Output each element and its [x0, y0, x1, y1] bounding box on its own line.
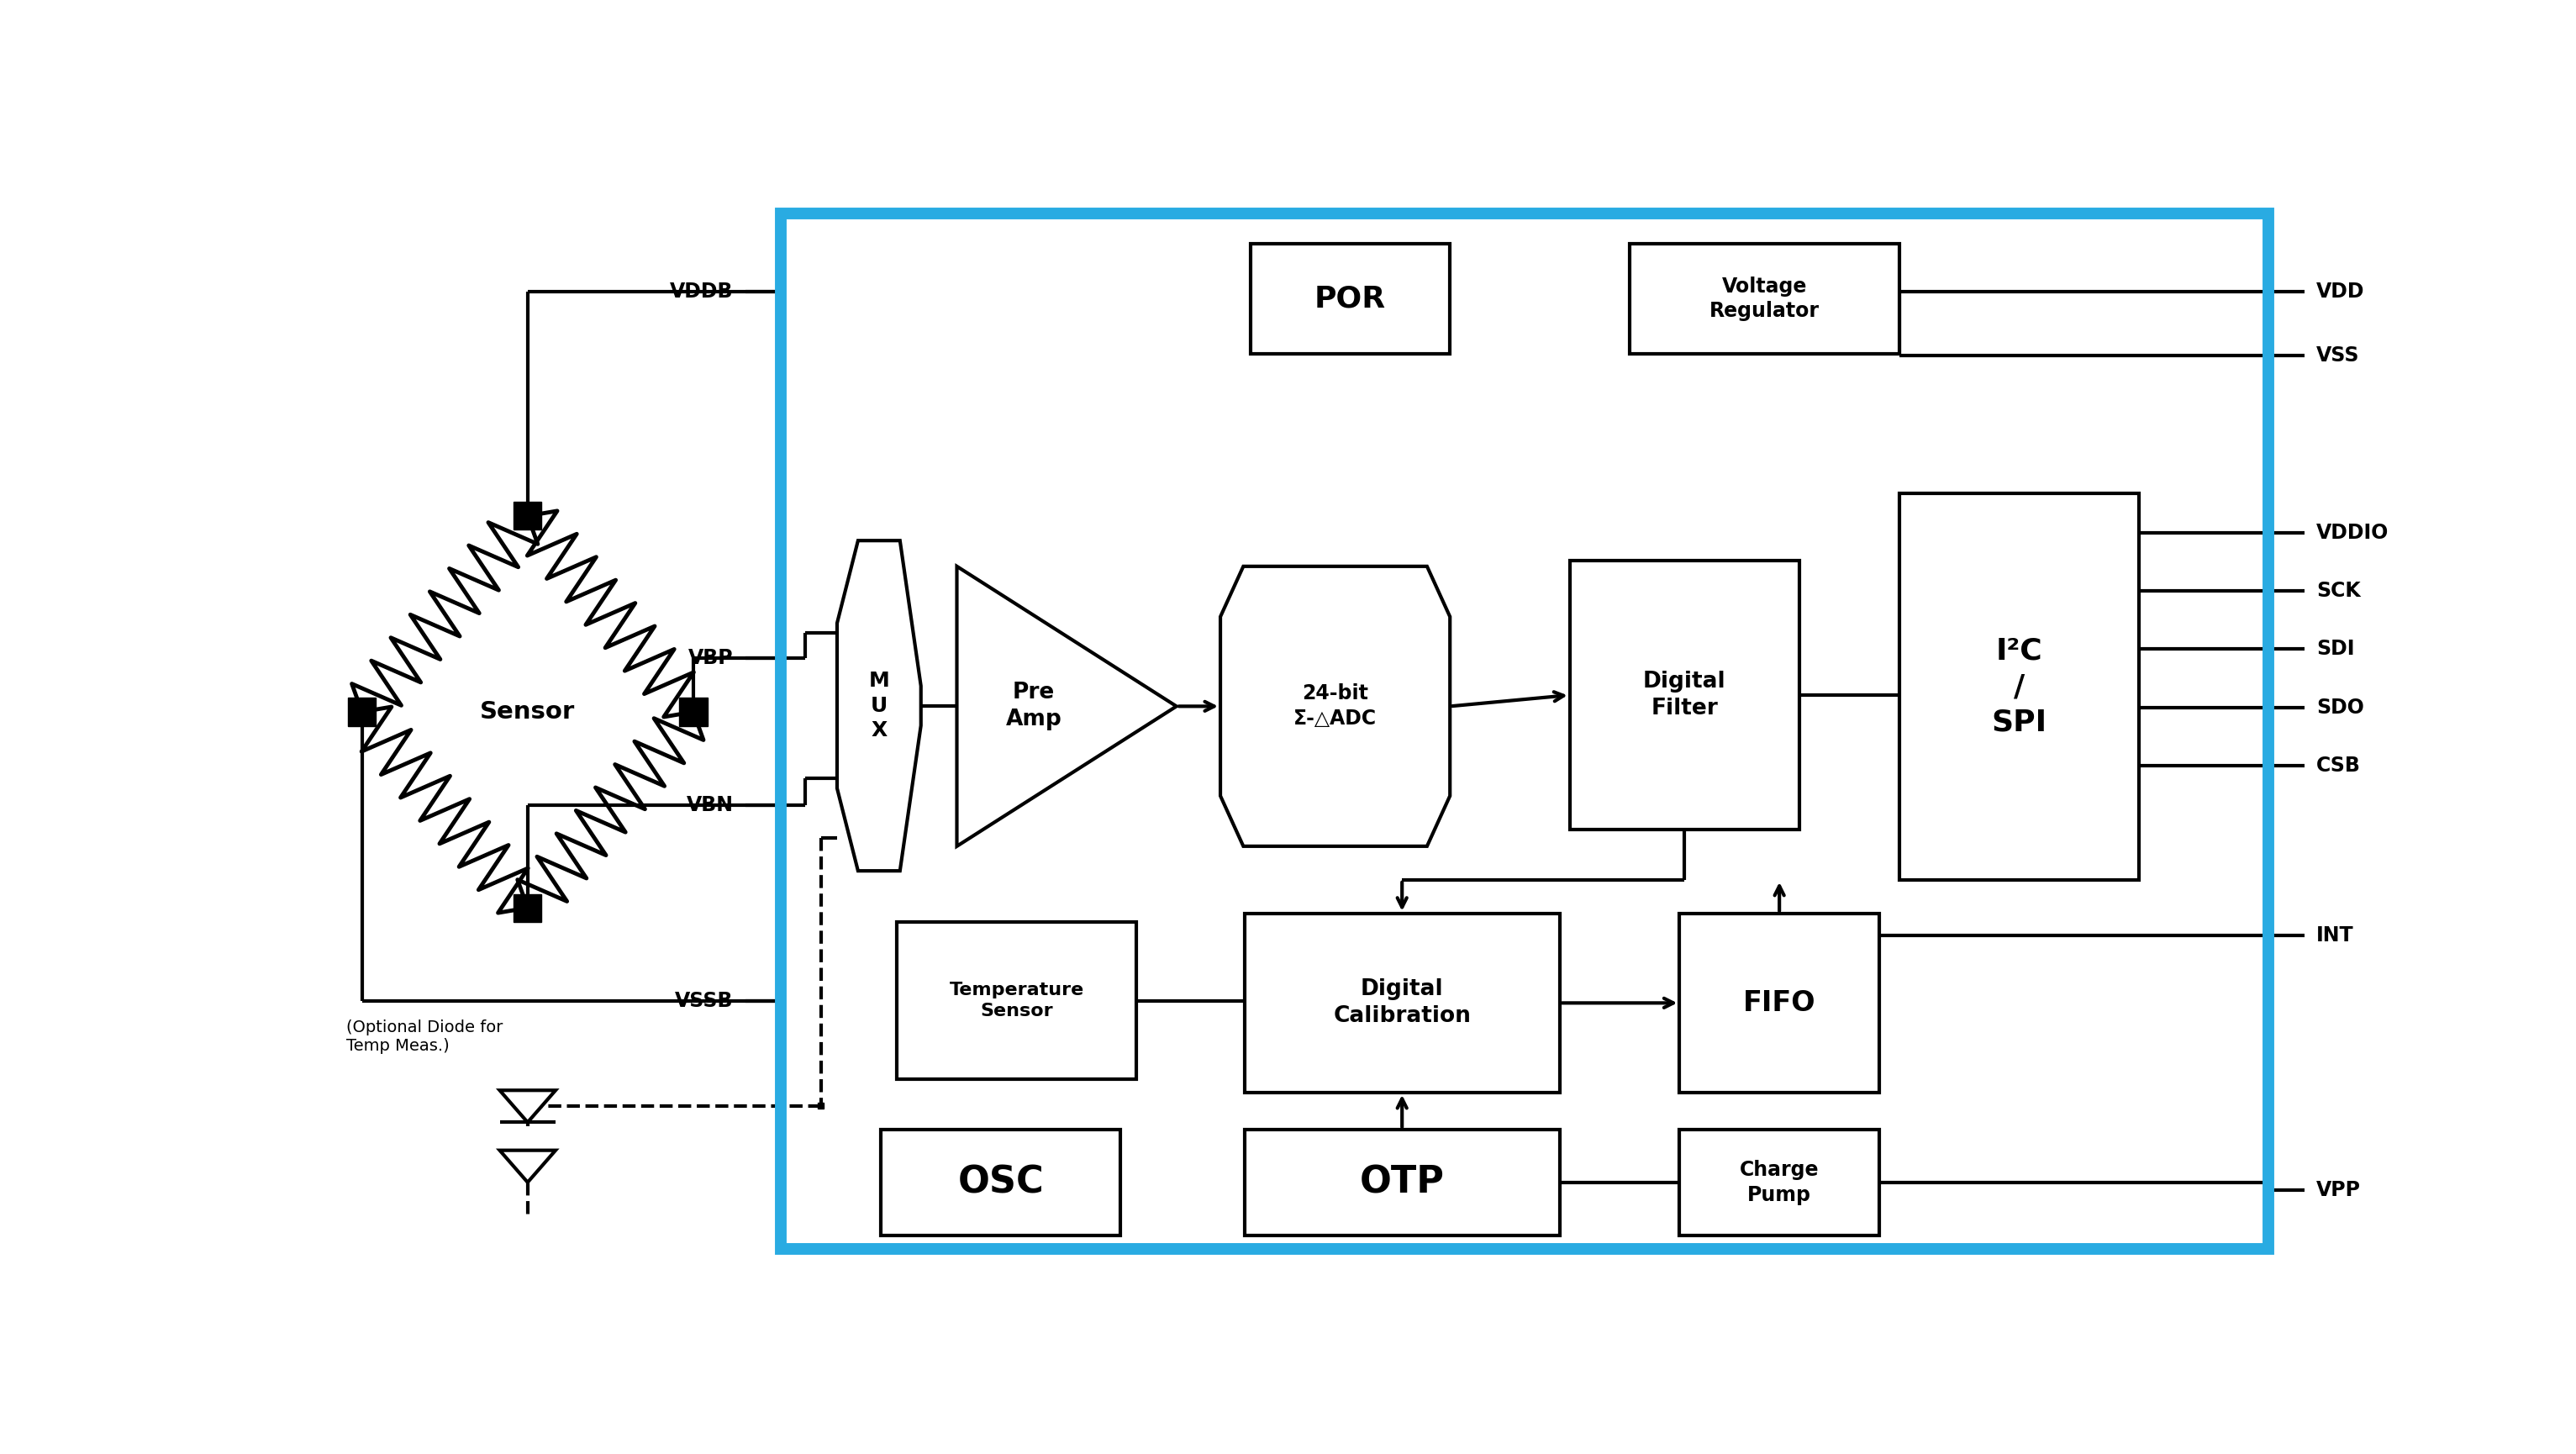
Polygon shape	[1221, 566, 1450, 846]
Text: M
U
X: M U X	[868, 670, 889, 740]
Bar	[2264, 529, 2272, 535]
Polygon shape	[500, 1150, 556, 1182]
Bar	[896, 922, 1136, 1079]
Bar	[1631, 244, 1899, 353]
Text: Sensor: Sensor	[479, 701, 574, 724]
Bar	[2264, 646, 2272, 651]
Bar	[1244, 913, 1561, 1092]
Bar	[778, 803, 783, 808]
Text: INT: INT	[2316, 926, 2354, 947]
Text: I²C
/
SPI: I²C / SPI	[1991, 637, 2048, 736]
Text: OSC: OSC	[958, 1165, 1043, 1201]
Text: VSS: VSS	[2316, 346, 2360, 366]
Text: VDDIO: VDDIO	[2316, 522, 2388, 542]
Bar	[513, 502, 541, 529]
Text: Voltage
Regulator: Voltage Regulator	[1710, 276, 1819, 321]
Text: Charge
Pump: Charge Pump	[1739, 1160, 1819, 1205]
Polygon shape	[956, 566, 1177, 846]
Bar	[1569, 561, 1798, 829]
Text: VSSB: VSSB	[675, 990, 734, 1011]
Text: SDI: SDI	[2316, 640, 2354, 659]
Text: Digital
Calibration: Digital Calibration	[1334, 979, 1471, 1028]
Polygon shape	[837, 541, 922, 871]
Bar	[513, 894, 541, 922]
Text: VPP: VPP	[2316, 1179, 2362, 1200]
Bar	[2264, 353, 2272, 359]
Bar	[2264, 705, 2272, 711]
Text: OTP: OTP	[1360, 1165, 1445, 1201]
Text: SDO: SDO	[2316, 698, 2365, 717]
Text: VDD: VDD	[2316, 282, 2365, 302]
Bar	[680, 698, 708, 726]
Text: SCK: SCK	[2316, 582, 2360, 601]
Bar	[778, 289, 783, 295]
Text: Pre
Amp: Pre Amp	[1005, 682, 1061, 731]
Bar	[2264, 933, 2272, 939]
Bar	[1899, 493, 2138, 880]
Bar	[2264, 587, 2272, 593]
Text: Digital
Filter: Digital Filter	[1643, 670, 1726, 720]
Text: 24-bit
Σ-△ADC: 24-bit Σ-△ADC	[1293, 683, 1376, 728]
Polygon shape	[500, 1090, 556, 1122]
Text: POR: POR	[1314, 285, 1386, 313]
Bar	[2264, 1186, 2272, 1192]
Text: VBN: VBN	[685, 795, 734, 814]
Bar	[1249, 244, 1450, 353]
Bar	[2264, 763, 2272, 769]
Bar	[781, 214, 2269, 1249]
Bar	[778, 997, 783, 1003]
Text: Temperature
Sensor: Temperature Sensor	[951, 981, 1084, 1019]
Bar	[1680, 913, 1880, 1092]
Text: CSB: CSB	[2316, 756, 2360, 775]
Bar	[778, 656, 783, 662]
Bar	[348, 698, 376, 726]
Bar	[819, 1104, 824, 1109]
Text: (Optional Diode for
Temp Meas.): (Optional Diode for Temp Meas.)	[345, 1019, 502, 1054]
Bar	[2264, 289, 2272, 295]
Text: VBP: VBP	[688, 648, 734, 669]
Bar	[1680, 1130, 1880, 1236]
Text: VDDB: VDDB	[670, 282, 734, 302]
Bar	[1244, 1130, 1561, 1236]
Text: FIFO: FIFO	[1744, 989, 1816, 1016]
Bar	[881, 1130, 1121, 1236]
